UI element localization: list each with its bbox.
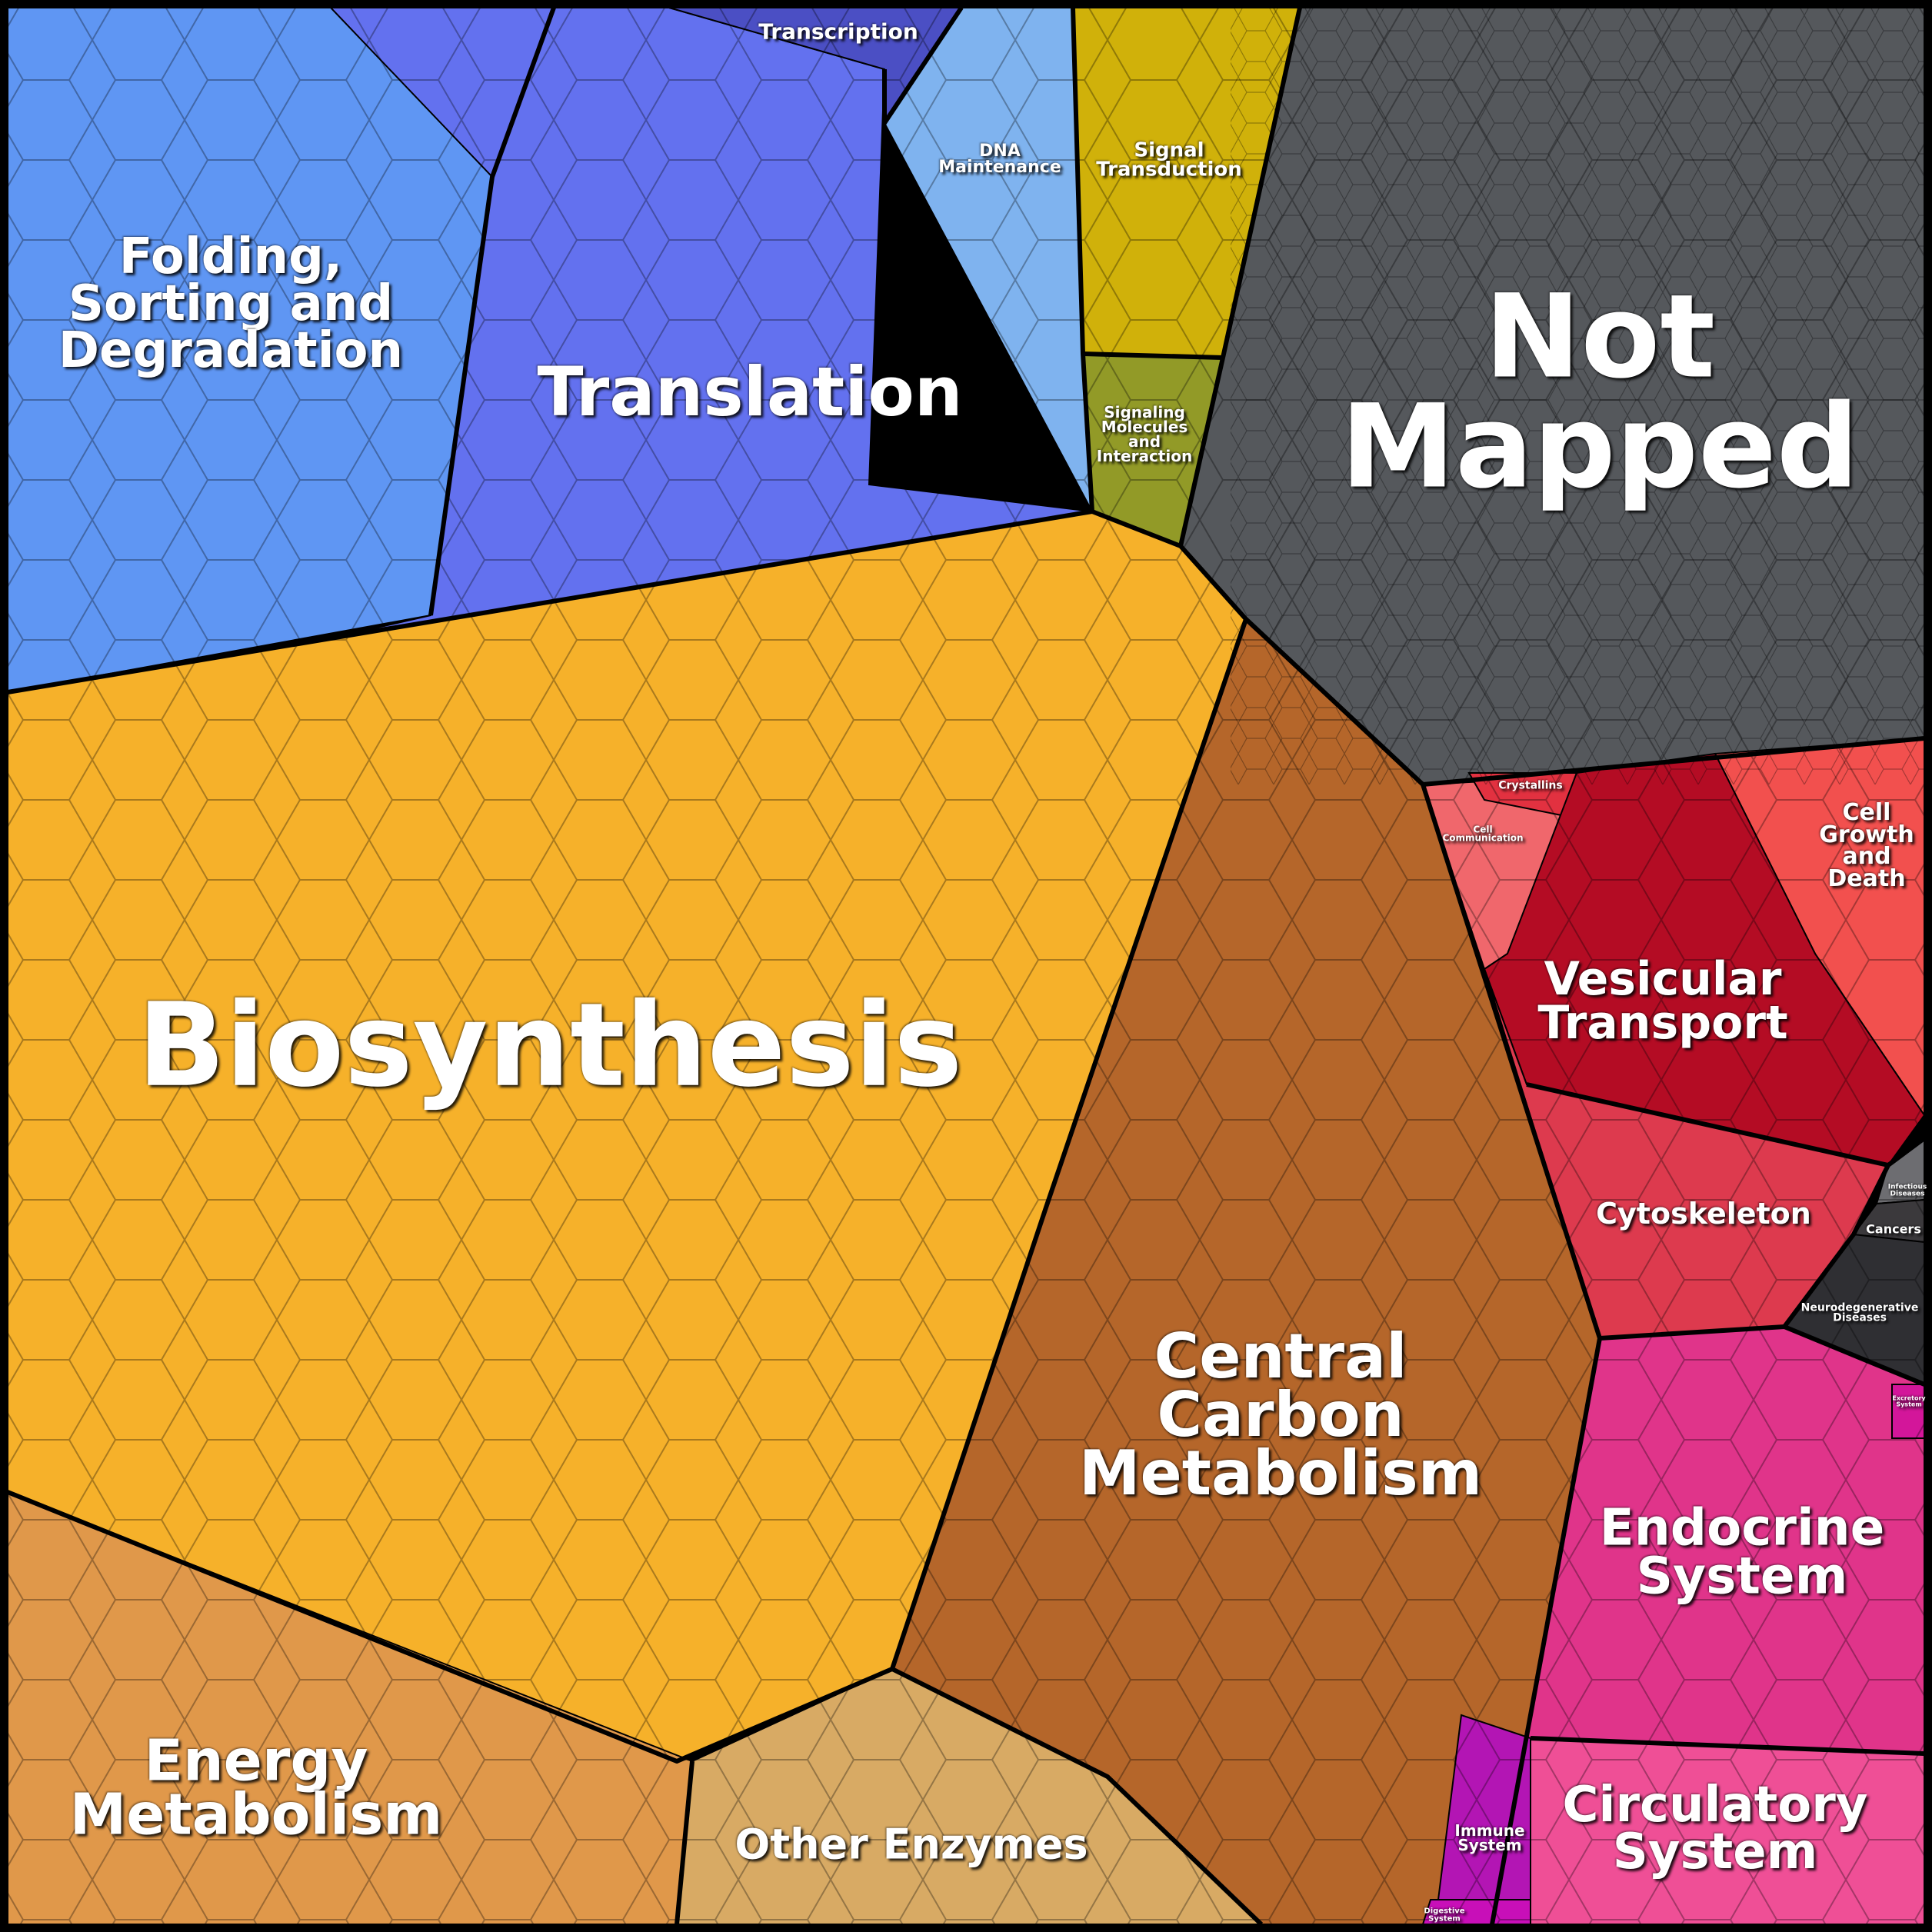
category-borders bbox=[6, 6, 1926, 1927]
cell-texture-small bbox=[1231, 0, 1932, 784]
